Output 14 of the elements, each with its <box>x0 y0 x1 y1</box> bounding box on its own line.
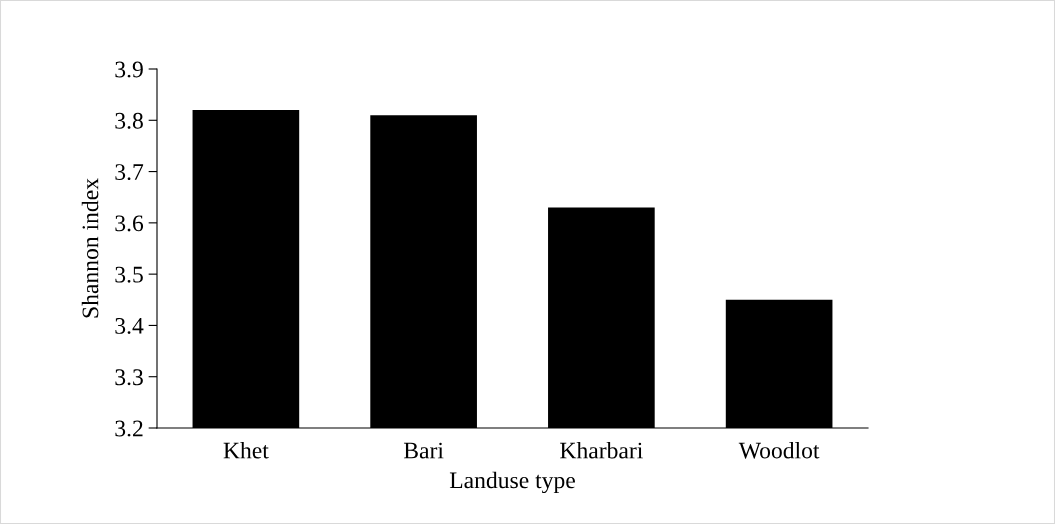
y-tick-label: 3.8 <box>115 112 143 129</box>
y-tick-label: 3.2 <box>115 420 143 437</box>
x-tick-label: Bari <box>403 442 444 459</box>
x-axis-title: Landuse type <box>449 471 575 494</box>
y-tick-label: 3.4 <box>115 317 144 334</box>
y-tick-label: 3.3 <box>115 369 143 386</box>
y-tick-label: 3.6 <box>115 215 144 232</box>
x-tick-label: Woodlot <box>738 441 820 459</box>
x-tick-label: Khet <box>223 441 269 459</box>
y-axis-title: Shannon index <box>81 178 99 318</box>
y-tick-label: 3.5 <box>115 266 143 283</box>
x-tick-label: Kharbari <box>560 441 643 459</box>
y-tick-label: 3.7 <box>115 164 144 181</box>
y-tick-label: 3.9 <box>115 61 143 78</box>
